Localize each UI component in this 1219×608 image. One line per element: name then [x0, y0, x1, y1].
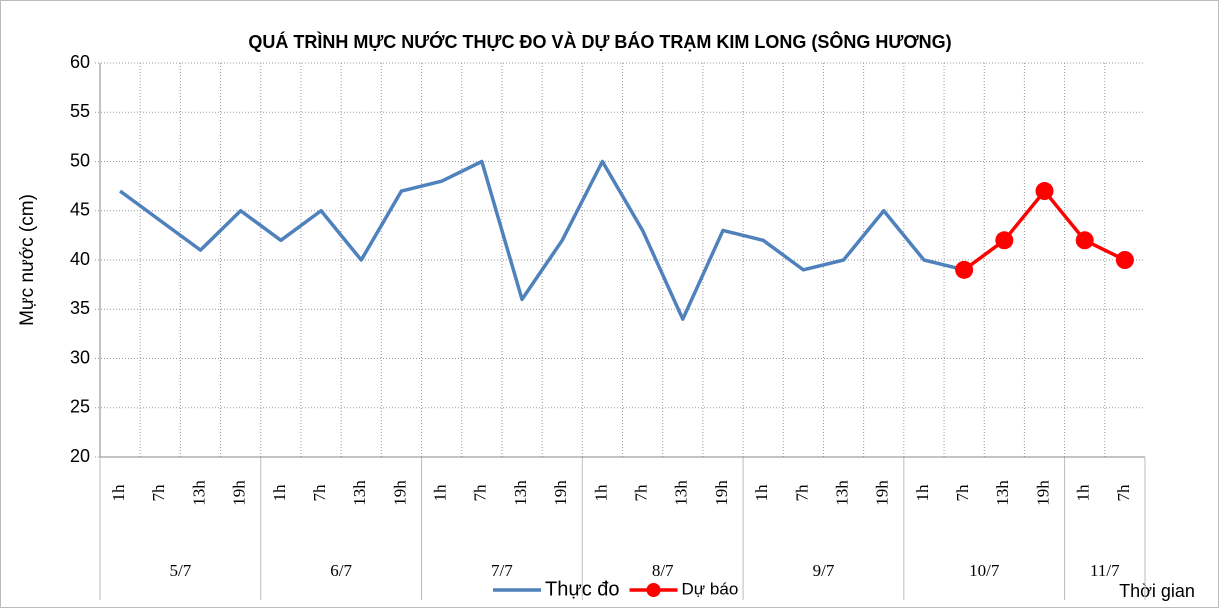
group-label: 6/7: [330, 561, 352, 580]
x-tick-label: 19h: [873, 480, 892, 506]
x-tick-label: 19h: [1033, 480, 1052, 506]
group-label: 8/7: [652, 561, 674, 580]
x-tick-label: 1h: [913, 484, 932, 502]
x-tick-label: 1h: [752, 484, 771, 502]
x-tick-label: 1h: [591, 484, 610, 502]
group-label: 7/7: [491, 561, 513, 580]
x-tick-label: 1h: [109, 484, 128, 502]
group-label: 11/7: [1090, 561, 1120, 580]
x-tick-label: 19h: [712, 480, 731, 506]
point-marker: [955, 260, 974, 279]
group-label: 5/7: [170, 561, 192, 580]
legend-label: Dự báo: [682, 579, 739, 598]
x-axis-title: Thời gian: [1119, 581, 1195, 601]
chart-title: QUÁ TRÌNH MỰC NƯỚC THỰC ĐO VÀ DỰ BÁO TRẠ…: [248, 31, 951, 52]
x-tick-label: 7h: [471, 484, 490, 502]
y-tick-label: 40: [70, 249, 90, 269]
x-tick-label: 7h: [953, 484, 972, 502]
x-tick-label: 13h: [350, 480, 369, 506]
x-tick-label: 7h: [792, 484, 811, 502]
x-tick-label: 13h: [832, 480, 851, 506]
group-label: 10/7: [969, 561, 1000, 580]
x-tick-label: 13h: [993, 480, 1012, 506]
y-tick-label: 25: [70, 397, 90, 417]
x-tick-label: 13h: [511, 480, 530, 506]
x-tick-label: 7h: [149, 484, 168, 502]
point-marker: [1075, 231, 1094, 250]
x-tick-label: 13h: [189, 480, 208, 506]
x-tick-label: 19h: [230, 480, 249, 506]
y-tick-label: 30: [70, 347, 90, 367]
y-tick-label: 35: [70, 298, 90, 318]
x-tick-label: 1h: [1074, 484, 1093, 502]
x-tick-label: 1h: [431, 484, 450, 502]
y-tick-label: 50: [70, 150, 90, 170]
x-tick-label: 7h: [632, 484, 651, 502]
x-tick-label: 7h: [310, 484, 329, 502]
y-tick-label: 60: [70, 52, 90, 72]
y-tick-label: 20: [70, 446, 90, 466]
x-tick-label: 19h: [551, 480, 570, 506]
y-tick-label: 55: [70, 101, 90, 121]
legend-marker: [646, 583, 661, 597]
legend-label: Thực đo: [545, 578, 620, 600]
x-tick-label: 13h: [672, 480, 691, 506]
point-marker: [995, 231, 1014, 250]
group-label: 9/7: [813, 561, 835, 580]
series-line: [119, 159, 965, 321]
point-marker: [1115, 251, 1134, 269]
x-tick-label: 7h: [1114, 484, 1133, 502]
y-tick-label: 45: [70, 200, 90, 220]
y-axis-title: Mực nước (cm): [17, 194, 38, 326]
point-marker: [1035, 182, 1054, 201]
x-tick-label: 19h: [390, 480, 409, 506]
x-tick-label: 1h: [270, 484, 289, 502]
